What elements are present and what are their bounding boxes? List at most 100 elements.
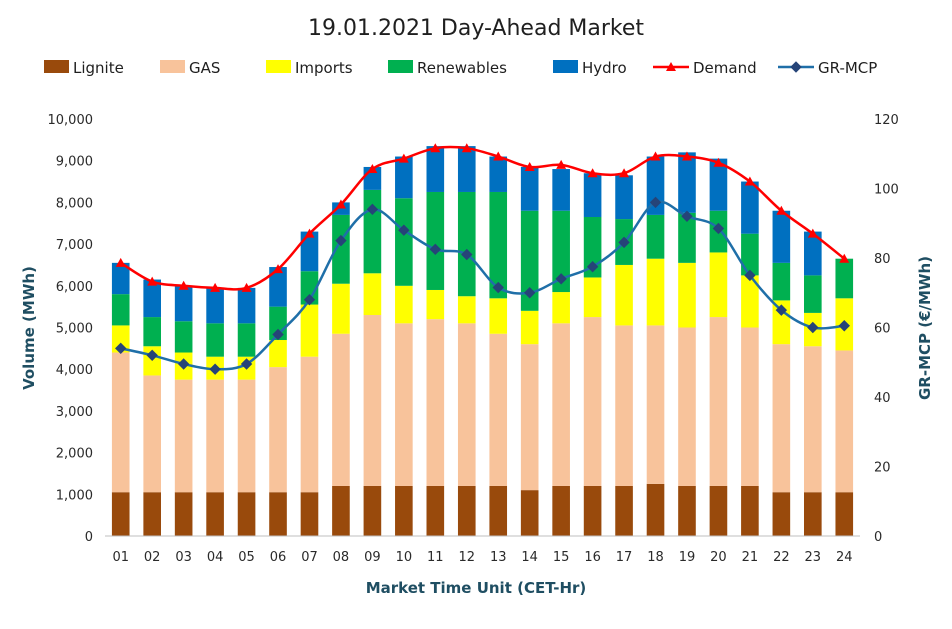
plot-area: 0 1,000 2,000 3,000 4,000 5,000 6,000 7,000 8,00… xyxy=(48,113,899,565)
point-demand-06 xyxy=(273,264,284,274)
bar-gas-14 xyxy=(520,344,539,491)
point-demand-23 xyxy=(807,228,818,238)
bar-renewables-02 xyxy=(143,317,161,347)
y-tick-label: 0 xyxy=(85,530,93,545)
bar-imports-06 xyxy=(269,340,287,368)
bar-gas-05 xyxy=(237,379,256,493)
bar-gas-06 xyxy=(269,367,287,493)
bar-lignite-11 xyxy=(426,485,445,536)
x-tick-label: 10 xyxy=(396,550,413,565)
line-series-gr-mcp xyxy=(115,196,850,375)
x-tick-label: 22 xyxy=(773,550,790,565)
point-demand-17 xyxy=(619,168,630,178)
bar-hydro-07 xyxy=(300,231,319,272)
x-tick-label: 17 xyxy=(616,550,633,565)
point-gr-mcp-17 xyxy=(618,236,630,249)
x-tick-label: 09 xyxy=(364,550,381,565)
bar-renewables-13 xyxy=(489,191,508,299)
x-tick-label: 03 xyxy=(175,550,192,565)
bar-stack-02 xyxy=(143,279,161,536)
legend-item-lignite: Lignite xyxy=(44,59,124,77)
bar-gas-15 xyxy=(552,323,570,486)
bar-gas-11 xyxy=(426,319,445,486)
point-demand-21 xyxy=(744,176,755,186)
bar-stack-24 xyxy=(835,258,854,536)
bar-gas-13 xyxy=(489,333,508,486)
bar-stack-14 xyxy=(520,166,539,536)
bar-imports-11 xyxy=(426,289,445,320)
bar-gas-16 xyxy=(583,317,602,486)
x-tick-label: 24 xyxy=(836,550,853,565)
y2-tick-label: 80 xyxy=(874,252,891,267)
bar-imports-12 xyxy=(457,296,476,324)
point-gr-mcp-19 xyxy=(681,210,693,223)
bar-renewables-21 xyxy=(741,233,759,276)
point-gr-mcp-03 xyxy=(177,358,190,370)
legend-marker-demand xyxy=(666,62,676,71)
bar-renewables-14 xyxy=(520,210,539,311)
bar-lignite-02 xyxy=(143,492,161,536)
bar-imports-10 xyxy=(395,285,413,324)
legend-label-gas: GAS xyxy=(189,59,220,77)
point-gr-mcp-11 xyxy=(429,243,442,256)
bar-hydro-10 xyxy=(395,156,413,199)
bar-lignite-07 xyxy=(300,492,319,536)
x-tick-label: 04 xyxy=(207,550,224,565)
point-demand-05 xyxy=(241,282,252,292)
point-demand-13 xyxy=(493,151,504,161)
line-gr-mcp xyxy=(120,200,845,371)
y2-tick-label: 0 xyxy=(874,530,882,545)
bar-lignite-20 xyxy=(709,485,728,536)
point-demand-02 xyxy=(147,276,158,286)
bar-gas-20 xyxy=(709,317,728,486)
point-demand-12 xyxy=(461,143,472,153)
bar-gas-08 xyxy=(332,333,350,486)
bar-lignite-03 xyxy=(174,492,193,536)
point-gr-mcp-21 xyxy=(744,269,756,282)
point-demand-09 xyxy=(367,164,378,174)
point-gr-mcp-07 xyxy=(303,293,316,306)
bar-lignite-22 xyxy=(772,492,791,536)
bar-stacks xyxy=(111,146,854,536)
bar-lignite-16 xyxy=(583,485,602,536)
bar-renewables-10 xyxy=(395,198,413,286)
bar-hydro-15 xyxy=(552,169,570,211)
y-tick-label: 9,000 xyxy=(56,155,93,170)
bar-imports-07 xyxy=(300,304,319,357)
bar-imports-01 xyxy=(111,325,130,353)
bar-lignite-01 xyxy=(111,492,130,536)
bar-renewables-12 xyxy=(457,191,476,297)
bar-lignite-24 xyxy=(835,492,854,536)
x-tick-label: 11 xyxy=(427,550,444,565)
bar-gas-04 xyxy=(206,379,224,493)
bar-renewables-15 xyxy=(552,210,570,293)
bar-renewables-19 xyxy=(678,212,696,263)
point-gr-mcp-22 xyxy=(775,304,788,316)
point-gr-mcp-14 xyxy=(523,287,536,299)
x-tick-label: 02 xyxy=(144,550,161,565)
bar-gas-10 xyxy=(395,323,413,486)
point-gr-mcp-24 xyxy=(838,320,850,332)
bar-hydro-21 xyxy=(741,181,759,234)
legend-label-imports: Imports xyxy=(295,59,353,77)
legend-item-demand: Demand xyxy=(653,59,757,77)
y-tick-label: 5,000 xyxy=(56,322,93,337)
point-demand-08 xyxy=(335,199,346,209)
bar-renewables-03 xyxy=(174,321,193,353)
point-gr-mcp-05 xyxy=(240,358,253,370)
bar-hydro-04 xyxy=(206,287,224,324)
y-tick-label: 7,000 xyxy=(56,238,93,253)
y-tick-label: 10,000 xyxy=(48,113,94,128)
bar-hydro-11 xyxy=(426,146,445,192)
bar-hydro-02 xyxy=(143,279,161,318)
bar-lignite-05 xyxy=(237,492,256,536)
bar-imports-15 xyxy=(552,292,570,324)
chart-title: 19.01.2021 Day-Ahead Market xyxy=(308,16,644,41)
y-tick-label: 1,000 xyxy=(56,488,93,503)
bar-stack-18 xyxy=(646,156,665,536)
bar-hydro-01 xyxy=(111,262,130,295)
y2-tick-label: 120 xyxy=(874,113,899,128)
bar-renewables-07 xyxy=(300,271,319,305)
y2-tick-label: 20 xyxy=(874,461,891,476)
